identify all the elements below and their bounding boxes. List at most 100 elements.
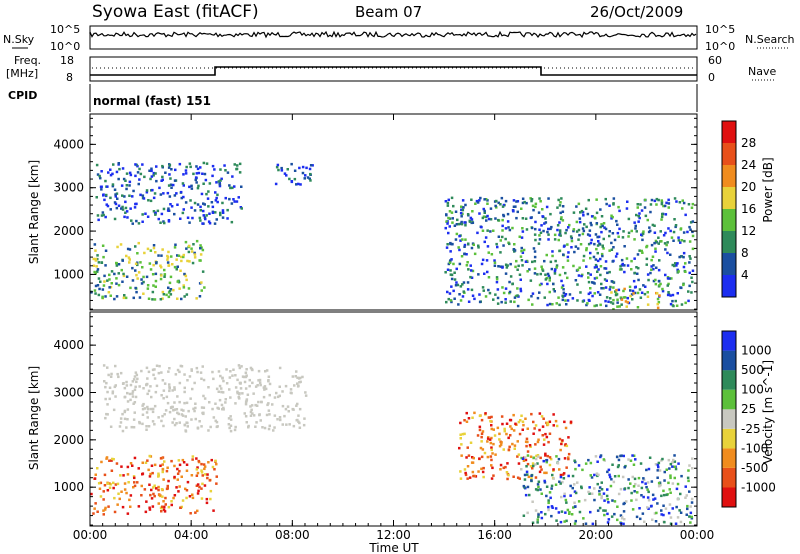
power-cell xyxy=(673,264,676,268)
velocity-cell xyxy=(109,425,113,428)
velocity-cell xyxy=(196,370,199,374)
velocity-cell xyxy=(126,391,129,395)
power-cell xyxy=(587,292,591,296)
velocity-cell xyxy=(189,512,192,515)
power-cell xyxy=(149,177,152,181)
power-cell xyxy=(110,282,113,285)
power-cell xyxy=(123,195,126,198)
velocity-cell xyxy=(539,488,542,491)
velocity-cell xyxy=(647,490,650,494)
power-cell xyxy=(681,207,684,210)
power-cell xyxy=(501,218,504,222)
velocity-cell xyxy=(196,483,200,486)
power-cell xyxy=(211,211,215,214)
power-cell xyxy=(507,226,510,229)
velocity-colorbar-frame xyxy=(721,330,737,508)
power-cell xyxy=(173,179,177,182)
velocity-cell xyxy=(149,472,152,476)
velocity-cell xyxy=(533,427,536,430)
power-cell xyxy=(674,225,677,229)
power-cell xyxy=(182,195,185,199)
power-cell xyxy=(446,222,449,225)
velocity-cell xyxy=(675,487,679,491)
power-cell xyxy=(483,198,486,201)
velocity-cell xyxy=(574,460,577,464)
power-cell xyxy=(595,198,598,201)
power-cell xyxy=(154,251,157,254)
velocity-cell xyxy=(571,486,574,490)
power-cell xyxy=(226,217,229,220)
power-cell xyxy=(208,212,211,215)
power-cell xyxy=(611,232,615,235)
velocity-cell xyxy=(526,462,530,466)
velocity-cell xyxy=(126,408,130,411)
power-cell xyxy=(603,226,606,229)
velocity-cell xyxy=(560,495,563,499)
power-cell xyxy=(449,299,453,302)
power-cell xyxy=(615,288,618,292)
velocity-cell xyxy=(168,410,172,414)
power-cell xyxy=(633,257,636,260)
power-cell xyxy=(309,179,312,182)
velocity-cell xyxy=(259,419,262,422)
power-cell xyxy=(673,218,676,221)
power-cell xyxy=(638,249,641,252)
power-cell xyxy=(671,293,675,297)
power-cell xyxy=(205,214,208,217)
velocity-cell xyxy=(228,426,231,430)
power-cell xyxy=(582,259,585,262)
velocity-cell xyxy=(608,473,611,477)
power-cell xyxy=(152,244,156,247)
power-cell xyxy=(524,217,528,220)
power-cell xyxy=(102,213,105,217)
power-cell xyxy=(446,201,450,205)
velocity-cell xyxy=(610,478,613,481)
velocity-cell xyxy=(133,456,137,460)
velocity-cell xyxy=(550,514,553,518)
power-cell xyxy=(199,166,202,169)
power-cell xyxy=(533,250,537,253)
velocity-cell xyxy=(203,397,207,400)
power-cell xyxy=(558,229,562,232)
power-cell xyxy=(449,259,452,262)
power-cell xyxy=(611,215,614,219)
power-cell xyxy=(595,265,598,268)
power-cell xyxy=(120,207,123,210)
velocity-cell xyxy=(200,462,203,466)
power-cell xyxy=(218,183,222,186)
power-cell xyxy=(128,261,131,264)
power-cell xyxy=(570,239,574,243)
velocity-cell xyxy=(297,377,301,380)
velocity-cell xyxy=(477,470,480,473)
power-cell xyxy=(104,179,107,183)
velocity-cell xyxy=(110,372,113,376)
velocity-cell xyxy=(540,468,543,471)
velocity-cell xyxy=(207,386,210,389)
power-cell xyxy=(223,164,226,167)
power-cell xyxy=(495,280,499,284)
power-cell xyxy=(195,239,199,243)
velocity-cell xyxy=(632,485,636,488)
velocity-cell xyxy=(546,421,549,424)
power-cell xyxy=(689,257,692,260)
velocity-cell xyxy=(147,425,151,428)
power-cell xyxy=(190,250,194,253)
power-cell xyxy=(666,284,669,287)
power-cell xyxy=(108,286,111,289)
velocity-cell xyxy=(180,475,183,478)
velocity-cell xyxy=(676,497,680,501)
power-cell xyxy=(121,205,124,209)
power-cell xyxy=(190,206,193,209)
power-cell xyxy=(691,234,695,238)
velocity-cell xyxy=(526,450,530,453)
velocity-cell xyxy=(547,505,550,509)
power-colorbar-tick: 4 xyxy=(741,268,749,282)
velocity-cell xyxy=(186,421,189,425)
power-cell xyxy=(480,225,483,229)
velocity-cell xyxy=(613,500,617,503)
velocity-cell xyxy=(489,419,492,423)
power-cell xyxy=(131,222,134,225)
velocity-cell xyxy=(463,419,466,422)
power-cell xyxy=(228,197,231,201)
power-cell xyxy=(530,295,533,298)
